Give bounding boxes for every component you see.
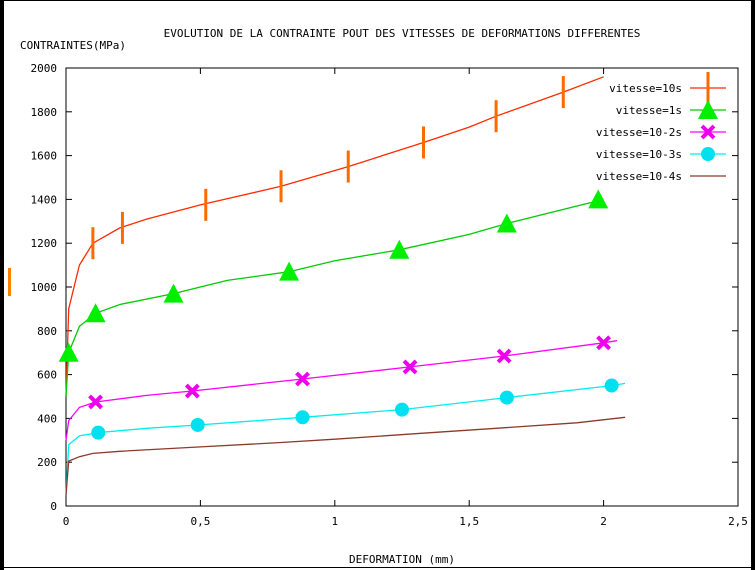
y-tick-label: 0 <box>50 500 57 513</box>
series-line-4 <box>65 382 626 496</box>
chart-title: EVOLUTION DE LA CONTRAINTE POUT DES VITE… <box>164 27 641 40</box>
y-tick-label: 1600 <box>31 150 58 163</box>
x-tick-label: 1 <box>331 515 338 528</box>
data-point-series-3-stroke <box>596 335 612 351</box>
data-point-series-4 <box>190 417 205 432</box>
data-point-series-2 <box>58 342 79 362</box>
data-point-series-3 <box>184 383 200 399</box>
legend: vitesse=10s vitesse=1s vitesse=10-2s vitess… <box>596 72 726 183</box>
data-point-series-4 <box>499 390 514 405</box>
data-point-series-3-stroke <box>184 383 200 399</box>
y-tick-label: 1200 <box>31 237 58 250</box>
data-point-series-4 <box>91 425 106 440</box>
y-tick-label: 1800 <box>31 106 58 119</box>
y-tick-label: 1400 <box>31 193 58 206</box>
left-edge-marker <box>8 268 11 296</box>
legend-label: vitesse=1s <box>616 104 682 117</box>
data-point-series-4 <box>395 402 409 417</box>
data-point-series-3 <box>596 335 612 351</box>
series-line-1 <box>65 76 604 397</box>
legend-label: vitesse=10s <box>609 82 682 95</box>
axes-ticks-group: 0 0,5 1 1,5 2 2,5 0 200 400 600 800 1000 1200 1400 160… <box>31 62 748 528</box>
legend-marker <box>698 100 718 119</box>
data-point-series-4 <box>295 410 310 425</box>
x-tick-label: 2 <box>600 515 607 528</box>
legend-marker <box>700 124 716 140</box>
window-left-border <box>0 0 4 570</box>
data-point-series-3 <box>295 371 310 387</box>
series-line-5 <box>65 416 626 496</box>
series-line-2 <box>65 198 604 397</box>
data-point-series-2 <box>588 189 609 209</box>
data-point-series-3-stroke <box>295 371 310 387</box>
x-axis-label: DEFORMATION (mm) <box>349 553 455 566</box>
data-point-series-3-stroke <box>402 359 418 375</box>
data-point-series-2 <box>496 213 517 233</box>
data-point-series-2 <box>163 283 184 303</box>
data-point-series-2 <box>85 303 106 323</box>
data-point-series-3-stroke <box>88 394 103 410</box>
data-point-series-2 <box>279 261 300 281</box>
data-point-series-4 <box>604 378 619 393</box>
legend-label: vitesse=10-4s <box>596 170 682 183</box>
x-tick-label: 0 <box>63 515 70 528</box>
y-tick-label: 200 <box>37 456 57 469</box>
series-group <box>58 76 626 496</box>
legend-marker <box>701 147 715 161</box>
y-axis-label: CONTRAINTES(MPa) <box>20 39 126 52</box>
y-tick-label: 600 <box>37 369 57 382</box>
y-tick-label: 2000 <box>31 62 58 75</box>
window-right-border <box>751 0 755 570</box>
y-tick-label: 400 <box>37 412 57 425</box>
data-point-series-3 <box>402 359 418 375</box>
y-tick-label: 800 <box>37 325 57 338</box>
legend-marker-stroke <box>700 124 716 140</box>
x-tick-label: 0,5 <box>190 515 210 528</box>
legend-label: vitesse=10-2s <box>596 126 682 139</box>
legend-label: vitesse=10-3s <box>596 148 682 161</box>
x-tick-label: 2,5 <box>728 515 748 528</box>
data-point-series-3-stroke <box>496 348 512 364</box>
x-tick-label: 1,5 <box>459 515 479 528</box>
data-point-series-2 <box>389 239 410 259</box>
y-tick-label: 1000 <box>31 281 58 294</box>
data-point-series-3 <box>496 348 512 364</box>
data-point-series-3 <box>88 394 103 410</box>
